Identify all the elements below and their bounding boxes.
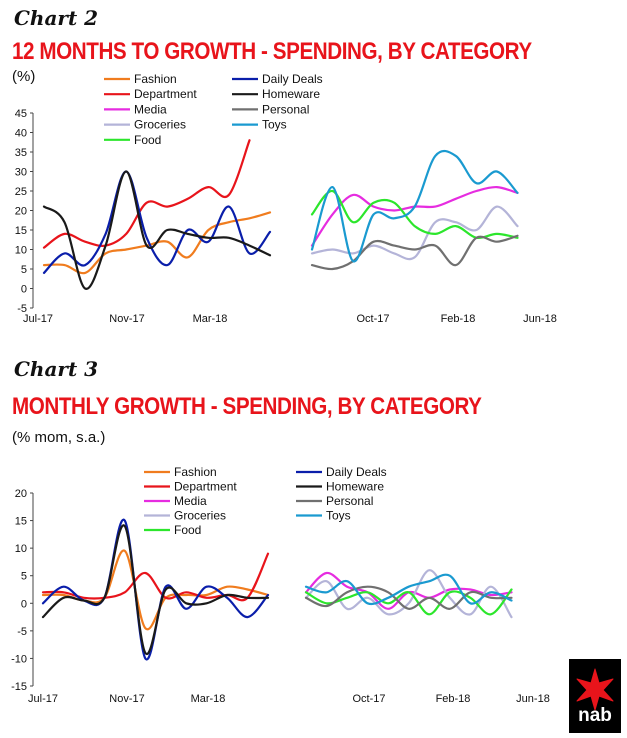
- x-tick-label: Mar-18: [193, 313, 228, 325]
- y-tick-label: 10: [15, 245, 27, 257]
- y-tick-label: 5: [21, 264, 27, 276]
- legend-label: Fashion: [134, 72, 177, 86]
- series-line-personal: [310, 234, 519, 271]
- legend-label: Fashion: [174, 465, 217, 479]
- series-line-personal: [304, 585, 513, 610]
- x-tick-label: Oct-17: [356, 313, 389, 325]
- legend-label: Toys: [262, 118, 287, 132]
- chart2-unit: (%): [12, 68, 36, 85]
- series-line-daily-deals: [42, 170, 272, 274]
- series-line-toys: [304, 573, 513, 606]
- series-line-groceries: [304, 569, 513, 619]
- y-tick-label: -5: [17, 303, 27, 315]
- legend-label: Groceries: [134, 118, 186, 132]
- legend-label: Daily Deals: [262, 72, 323, 86]
- y-tick-label: 15: [15, 516, 27, 528]
- x-tick-label: Feb-18: [436, 693, 471, 705]
- chart2-title: 12 MONTHS TO GROWTH - SPENDING, BY CATEG…: [12, 38, 532, 65]
- y-tick-label: 5: [21, 571, 27, 583]
- y-tick-label: 45: [15, 108, 27, 120]
- x-tick-label: Oct-17: [352, 693, 385, 705]
- y-tick-label: 0: [21, 598, 27, 610]
- series-line-department: [41, 552, 270, 602]
- y-tick-label: 15: [15, 225, 27, 237]
- legend-label: Toys: [326, 509, 351, 523]
- chart2-plot: -5 0 5 10 15 20 25 30 35 40 45 Jul-17 Nov-17 Mar-18 Oc…: [15, 72, 557, 325]
- y-tick-label: 35: [15, 147, 27, 159]
- series-line-homeware: [42, 170, 272, 290]
- y-tick-label: 25: [15, 186, 27, 198]
- legend-label: Personal: [326, 494, 373, 508]
- series-line-department: [42, 139, 251, 249]
- legend-label: Personal: [262, 102, 309, 116]
- x-tick-label: Jul-17: [23, 313, 53, 325]
- series-line-homeware: [41, 524, 270, 656]
- star-icon: [576, 668, 614, 711]
- legend-label: Homeware: [262, 87, 320, 101]
- y-tick-label: -15: [11, 681, 27, 693]
- nab-logo: nab: [569, 659, 621, 733]
- chart3-label: Chart 3: [14, 357, 99, 381]
- x-tick-label: Nov-17: [109, 693, 144, 705]
- legend-label: Homeware: [326, 480, 384, 494]
- logo-text: nab: [578, 705, 612, 726]
- x-tick-label: Nov-17: [109, 313, 144, 325]
- x-tick-label: Jul-17: [28, 693, 58, 705]
- legend-label: Food: [134, 133, 161, 147]
- x-tick-label: Feb-18: [441, 313, 476, 325]
- legend-label: Department: [174, 480, 237, 494]
- y-tick-label: 40: [15, 128, 27, 140]
- legend-label: Media: [174, 494, 207, 508]
- legend-label: Daily Deals: [326, 465, 387, 479]
- y-tick-label: 30: [15, 167, 27, 179]
- chart3-title: MONTHLY GROWTH - SPENDING, BY CATEGORY: [12, 393, 482, 420]
- x-tick-label: Jun-18: [523, 313, 557, 325]
- legend-label: Food: [174, 523, 201, 537]
- y-tick-label: 20: [15, 488, 27, 500]
- legend-label: Groceries: [174, 509, 226, 523]
- legend-label: Media: [134, 102, 167, 116]
- x-tick-label: Jun-18: [516, 693, 550, 705]
- y-tick-label: -5: [17, 626, 27, 638]
- y-tick-label: 0: [21, 284, 27, 296]
- series-line-toys: [310, 149, 519, 263]
- x-tick-label: Mar-18: [191, 693, 226, 705]
- y-tick-label: 20: [15, 206, 27, 218]
- series-line-daily-deals: [41, 518, 270, 661]
- y-tick-label: -10: [11, 653, 27, 665]
- chart2-label: Chart 2: [14, 6, 99, 30]
- legend-label: Department: [134, 87, 197, 101]
- series-line-fashion: [41, 549, 270, 631]
- chart3-unit: (% mom, s.a.): [12, 429, 106, 446]
- series-line-groceries: [310, 205, 519, 261]
- y-tick-label: 10: [15, 543, 27, 555]
